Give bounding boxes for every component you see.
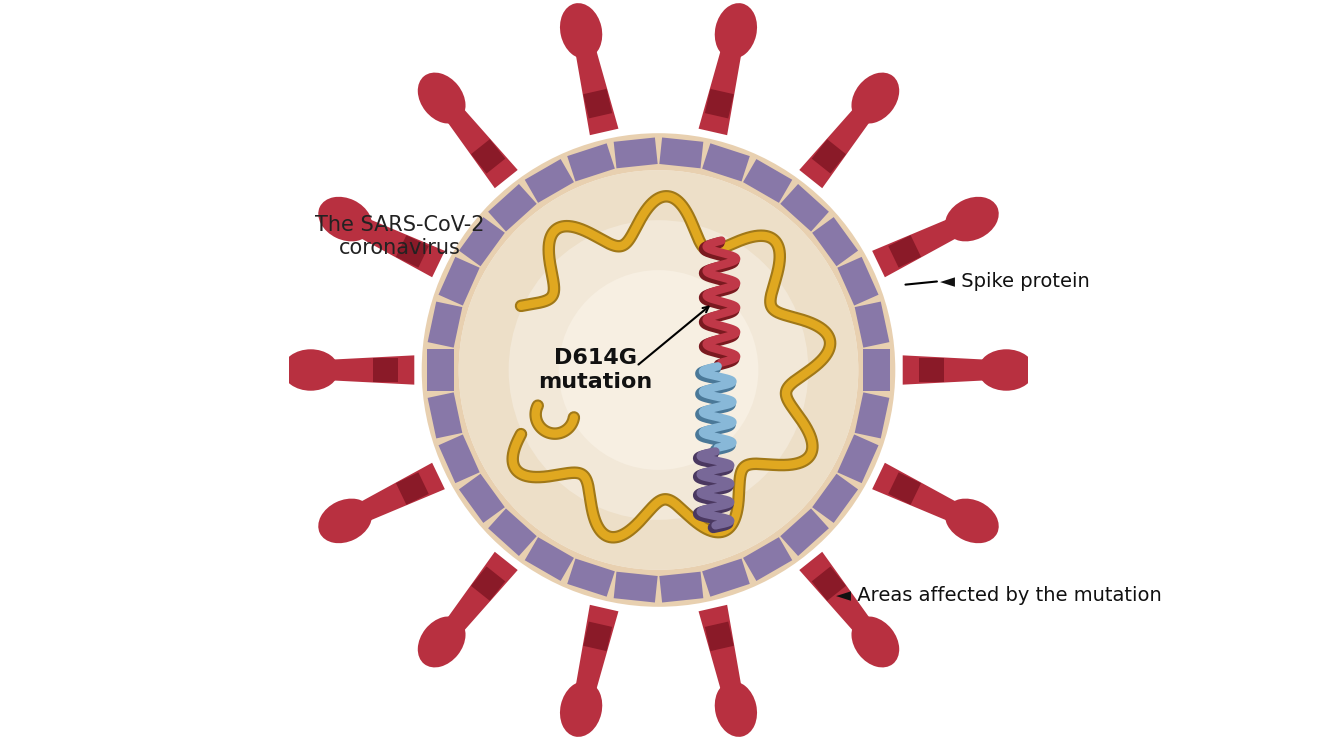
Polygon shape (568, 144, 615, 181)
Polygon shape (702, 144, 749, 181)
Polygon shape (439, 434, 479, 483)
Ellipse shape (417, 73, 465, 124)
Polygon shape (524, 159, 574, 203)
Polygon shape (838, 257, 878, 306)
Polygon shape (811, 566, 846, 601)
Polygon shape (698, 29, 745, 135)
Polygon shape (888, 235, 921, 268)
Polygon shape (888, 472, 921, 505)
Ellipse shape (417, 616, 465, 667)
Polygon shape (427, 349, 453, 391)
Polygon shape (799, 552, 882, 648)
Polygon shape (341, 211, 445, 278)
Ellipse shape (852, 616, 900, 667)
Polygon shape (471, 139, 506, 174)
Ellipse shape (319, 197, 371, 241)
Polygon shape (489, 508, 537, 556)
Polygon shape (705, 622, 734, 651)
Polygon shape (780, 508, 828, 556)
Polygon shape (919, 358, 944, 382)
Ellipse shape (283, 349, 338, 391)
Ellipse shape (560, 3, 602, 58)
Polygon shape (743, 159, 793, 203)
Polygon shape (864, 349, 890, 391)
Polygon shape (435, 552, 518, 648)
Circle shape (458, 170, 859, 570)
Polygon shape (813, 474, 859, 523)
Ellipse shape (979, 349, 1034, 391)
Polygon shape (428, 392, 462, 438)
Polygon shape (458, 474, 504, 523)
Text: ◄ Spike protein: ◄ Spike protein (940, 272, 1089, 291)
Polygon shape (780, 184, 828, 232)
Circle shape (458, 170, 859, 570)
Polygon shape (341, 462, 445, 529)
Polygon shape (572, 29, 619, 135)
Polygon shape (660, 572, 703, 602)
Ellipse shape (560, 682, 602, 737)
Polygon shape (524, 537, 574, 581)
Ellipse shape (946, 197, 998, 241)
Polygon shape (702, 559, 749, 596)
Polygon shape (872, 462, 976, 529)
Polygon shape (373, 358, 398, 382)
Polygon shape (489, 184, 537, 232)
Polygon shape (698, 605, 745, 711)
Polygon shape (311, 355, 415, 385)
Text: The SARS-CoV-2
coronavirus: The SARS-CoV-2 coronavirus (315, 215, 485, 258)
Polygon shape (799, 92, 882, 188)
Polygon shape (705, 89, 734, 118)
Polygon shape (614, 138, 657, 168)
Text: D614G
mutation: D614G mutation (539, 349, 653, 391)
Circle shape (421, 133, 896, 607)
Polygon shape (838, 434, 878, 483)
Polygon shape (614, 572, 657, 602)
Polygon shape (583, 622, 612, 651)
Circle shape (558, 270, 759, 470)
Polygon shape (855, 302, 889, 348)
Polygon shape (855, 392, 889, 438)
Text: ◄ Areas affected by the mutation: ◄ Areas affected by the mutation (836, 586, 1162, 605)
Polygon shape (872, 211, 976, 278)
Polygon shape (811, 139, 846, 174)
Ellipse shape (946, 499, 998, 543)
Polygon shape (396, 472, 429, 505)
Polygon shape (568, 559, 615, 596)
Ellipse shape (852, 73, 900, 124)
Polygon shape (743, 537, 793, 581)
Polygon shape (458, 217, 504, 266)
Polygon shape (902, 355, 1006, 385)
Polygon shape (572, 605, 619, 711)
Circle shape (508, 221, 809, 520)
Ellipse shape (319, 499, 371, 543)
Polygon shape (471, 566, 506, 601)
Polygon shape (435, 92, 518, 188)
Ellipse shape (715, 682, 757, 737)
Polygon shape (439, 257, 479, 306)
Polygon shape (583, 89, 612, 118)
Polygon shape (813, 217, 859, 266)
Polygon shape (396, 235, 429, 268)
Ellipse shape (715, 3, 757, 58)
Polygon shape (660, 138, 703, 168)
Polygon shape (428, 302, 462, 348)
